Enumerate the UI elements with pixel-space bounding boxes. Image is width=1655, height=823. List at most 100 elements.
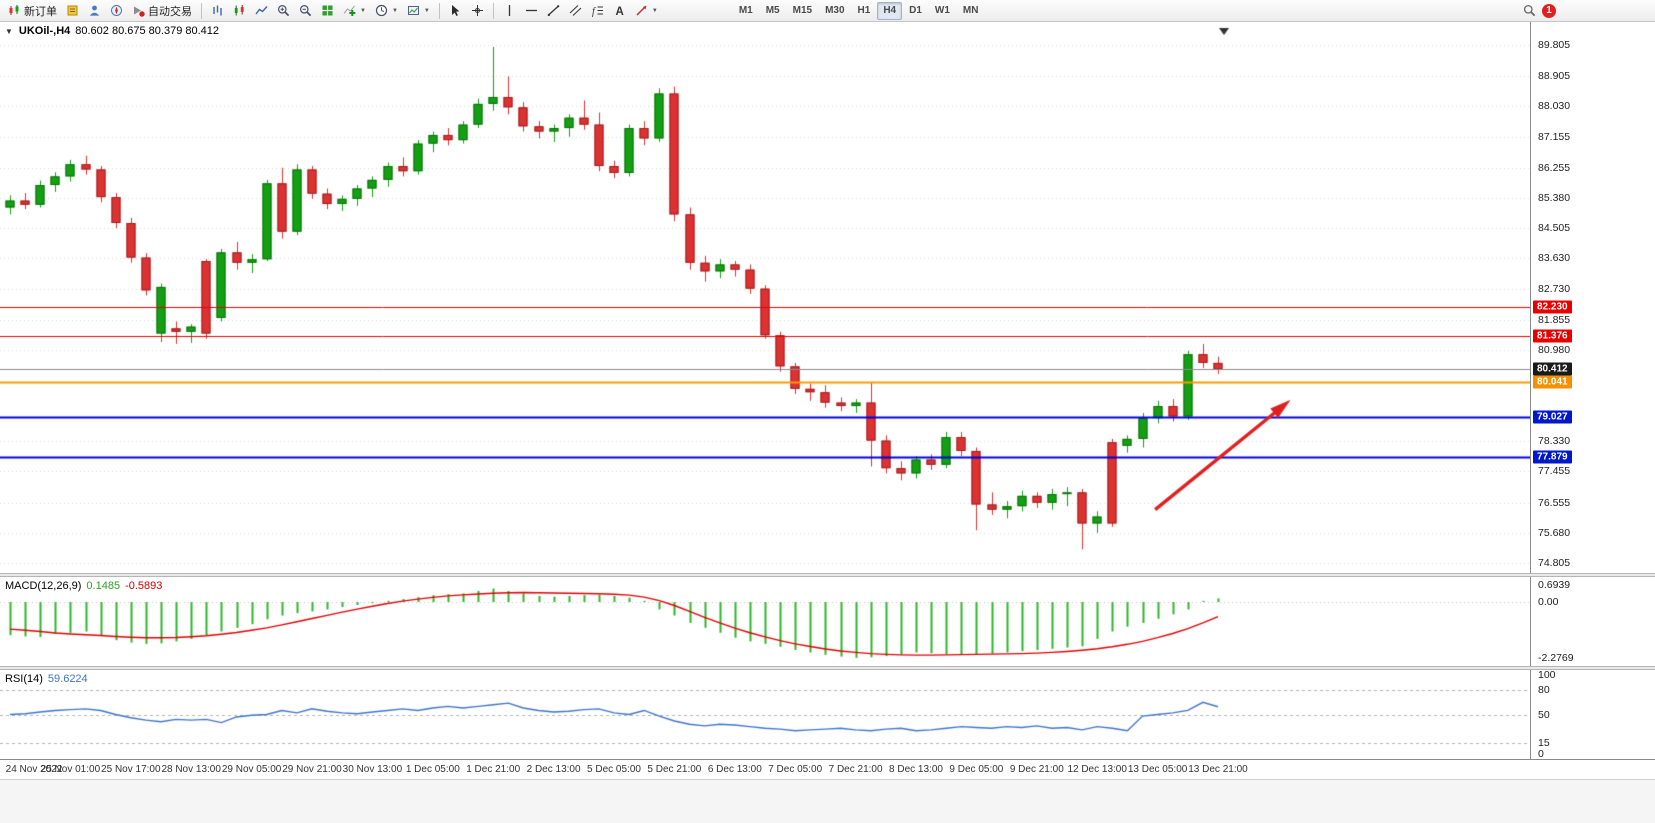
candlestick-chart-button[interactable] <box>229 2 250 20</box>
rsi-tick-label: 0 <box>1538 748 1544 760</box>
price-line-badge: 80.412 <box>1533 362 1572 376</box>
navigator-icon <box>110 4 123 17</box>
price-chart-pane: ▼ UKOil-,H4 80.602 80.675 80.379 80.412 … <box>0 22 1655 573</box>
new-order-icon <box>8 4 21 17</box>
price-tick-label: 88.030 <box>1538 100 1571 113</box>
macd-title: MACD(12,26,9) <box>5 580 82 592</box>
time-tick-label: 9 Dec 21:00 <box>1009 764 1064 775</box>
price-line-badge: 81.376 <box>1533 329 1572 343</box>
rsi-canvas[interactable] <box>0 670 1530 759</box>
arrow-icon <box>635 4 648 17</box>
macd-scale[interactable]: 0.6939 0.00 -2.2769 <box>1530 577 1655 666</box>
toolbar-separator <box>438 2 440 19</box>
price-line-badge: 80.041 <box>1533 375 1572 389</box>
trendline-button[interactable] <box>543 2 564 20</box>
auto-trading-button-label: 自动交易 <box>148 5 192 18</box>
macd-canvas[interactable] <box>0 577 1530 666</box>
price-scale[interactable]: 89.805 88.905 88.030 87.155 86.255 85.380 84.5… <box>1530 22 1655 573</box>
horizontal-line-button[interactable] <box>521 2 542 20</box>
rsi-scale[interactable]: 100 80 50 15 0 <box>1530 669 1655 760</box>
tf-mn[interactable]: MN <box>957 2 985 20</box>
search-icon[interactable] <box>1523 4 1536 17</box>
dropdown-caret-icon[interactable]: ▼ <box>360 7 366 14</box>
text-icon: A <box>613 4 626 17</box>
new-order-button[interactable]: 新订单 <box>4 2 61 20</box>
symbol-dropdown-icon[interactable]: ▼ <box>5 27 13 36</box>
tf-d1-label: D1 <box>909 5 922 16</box>
line-chart-button[interactable] <box>251 2 272 20</box>
vertical-line-button[interactable] <box>499 2 520 20</box>
tf-h1-label: H1 <box>857 5 871 16</box>
tf-h4-label: H4 <box>883 5 897 16</box>
pane-separator[interactable] <box>0 666 1655 670</box>
zoom-in-button[interactable] <box>273 2 294 20</box>
time-tick-label: 7 Dec 05:00 <box>768 764 823 775</box>
svg-text:A: A <box>615 6 623 17</box>
new-order-button-label: 新订单 <box>24 5 57 18</box>
arrows-button[interactable]: ▼ <box>631 2 662 20</box>
templates-button[interactable]: ▼ <box>403 2 434 20</box>
tf-mn-label: MN <box>962 5 979 16</box>
indicators-icon <box>343 4 356 17</box>
indicators-button[interactable]: ▼ <box>339 2 370 20</box>
clock-icon <box>375 4 388 17</box>
dropdown-caret-icon[interactable]: ▼ <box>391 7 398 14</box>
zoom-out-icon <box>299 4 312 17</box>
channel-button[interactable] <box>565 2 586 20</box>
periods-button[interactable]: ▼ <box>371 2 402 20</box>
tf-m1[interactable]: M1 <box>733 2 759 20</box>
tf-d1[interactable]: D1 <box>903 2 928 20</box>
tf-h4[interactable]: H4 <box>877 1 903 20</box>
tf-m15-label: M15 <box>792 5 813 16</box>
rsi-tick-label: 15 <box>1538 736 1550 749</box>
dropdown-caret-icon[interactable]: ▼ <box>651 7 658 14</box>
auto-trading-button[interactable]: 自动交易 <box>128 2 196 20</box>
crosshair-button[interactable] <box>467 2 488 20</box>
rsi-tick-label: 50 <box>1538 708 1550 721</box>
time-tick-label: 24 Nov 2022 <box>5 764 63 775</box>
rsi-header: RSI(14) 59.6224 <box>5 673 88 685</box>
pane-separator[interactable] <box>0 573 1655 577</box>
time-tick-label: 1 Dec 05:00 <box>405 764 460 775</box>
main-toolbar: 新订单 自动交易 ▼ ▼ ▼ f A ▼ M1 M5 M15 M30 H1 H4 D1 W1 MN 1 <box>0 0 1655 22</box>
navigator-button[interactable] <box>106 2 127 20</box>
time-tick-label: 5 Dec 05:00 <box>587 764 641 775</box>
chart-window: ▼ UKOil-,H4 80.602 80.675 80.379 80.412 … <box>0 22 1655 779</box>
rsi-tick-label: 100 <box>1538 669 1556 681</box>
time-tick-label: 13 Dec 21:00 <box>1188 764 1248 775</box>
cursor-button[interactable] <box>445 2 466 20</box>
channel-icon <box>569 4 582 17</box>
crosshair-icon <box>471 4 484 17</box>
tf-m15[interactable]: M15 <box>787 2 818 20</box>
price-tick-label: 76.555 <box>1538 496 1571 509</box>
notification-badge[interactable]: 1 <box>1542 3 1556 18</box>
tf-m30[interactable]: M30 <box>819 2 850 20</box>
price-tick-label: 86.255 <box>1538 161 1571 174</box>
tf-h1[interactable]: H1 <box>852 2 877 20</box>
price-line-badge: 82.230 <box>1533 300 1572 314</box>
time-tick-label: 1 Dec 21:00 <box>466 764 521 775</box>
time-tick-label: 2 Dec 13:00 <box>526 764 581 775</box>
price-tick-label: 81.855 <box>1538 313 1571 326</box>
time-tick-label: 25 Nov 17:00 <box>101 764 161 775</box>
macd-signal-value: -0.5893 <box>125 580 163 592</box>
time-tick-label: 7 Dec 21:00 <box>828 764 883 775</box>
metaeditor-button[interactable] <box>62 2 83 20</box>
fibonacci-button[interactable]: f <box>587 2 608 20</box>
rsi-value: 59.6224 <box>47 673 88 685</box>
zoom-out-button[interactable] <box>295 2 316 20</box>
tf-w1[interactable]: W1 <box>929 2 956 20</box>
dropdown-caret-icon[interactable]: ▼ <box>423 7 430 14</box>
market-watch-icon <box>88 4 101 17</box>
tile-windows-button[interactable] <box>317 2 338 20</box>
macd-main-value: 0.1485 <box>86 580 121 592</box>
time-axis[interactable]: 24 Nov 2022 25 Nov 01:00 25 Nov 17:00 28 No… <box>0 759 1655 779</box>
tf-m5[interactable]: M5 <box>760 2 786 20</box>
market-watch-button[interactable] <box>84 2 105 20</box>
bar-chart-button[interactable] <box>207 2 228 20</box>
price-chart-canvas[interactable] <box>0 22 1530 573</box>
price-tick-label: 82.730 <box>1538 283 1571 296</box>
cursor-icon <box>449 4 462 17</box>
text-button[interactable]: A <box>609 2 630 20</box>
rsi-tick-label: 80 <box>1538 684 1550 697</box>
